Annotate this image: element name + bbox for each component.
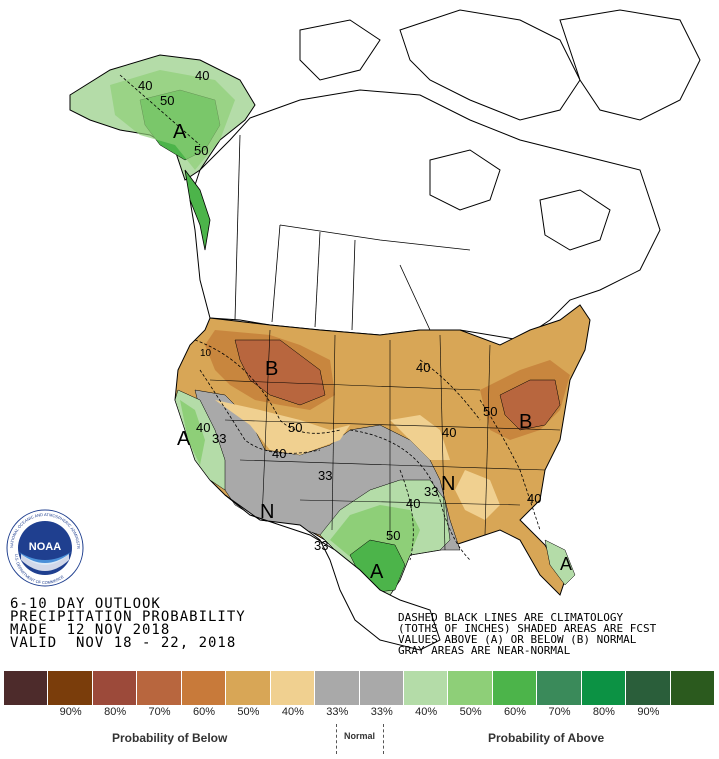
label-ne-50: 50	[483, 404, 497, 419]
legend-label: 33%	[370, 706, 393, 718]
legend-label: 70%	[548, 706, 571, 718]
climatology-lines	[119, 74, 541, 561]
noaa-logo: NOAA NATIONAL OCEANIC AND ATMOSPHERIC AD…	[5, 508, 84, 587]
canada-outline	[189, 9, 701, 341]
se-below-33	[455, 470, 500, 520]
label-west-A: A	[177, 428, 191, 450]
noaa-wordmark: NOAA	[29, 541, 61, 553]
legend-swatch	[670, 671, 715, 705]
legend-label: 50%	[459, 706, 482, 718]
ne-below-dark	[499, 379, 561, 431]
label-se-N: N	[441, 473, 455, 495]
alaska-panhandle	[184, 169, 211, 251]
province-lines	[234, 134, 471, 331]
legend-swatch	[448, 671, 493, 705]
legend-label: 60%	[192, 706, 215, 718]
legend-label-spacer	[4, 706, 48, 718]
legend-swatch	[4, 671, 49, 705]
legend-swatch	[492, 671, 538, 705]
legend-label: 60%	[504, 706, 527, 718]
note-line1: DASHED BLACK LINES ARE CLIMATOLOGY	[398, 611, 624, 624]
legend-swatch	[626, 671, 671, 705]
legend-swatch	[537, 671, 582, 705]
legend-label: 40%	[415, 706, 438, 718]
normal-caption: Normal	[344, 731, 376, 741]
label-ne-40: 40	[416, 360, 430, 375]
label-n-N: N	[260, 501, 274, 523]
notes-block: DASHED BLACK LINES ARE CLIMATOLOGY (TOTHS…	[398, 612, 656, 656]
legend-label: 90%	[59, 706, 82, 718]
label-west-33: 33	[212, 431, 226, 446]
label-se-33: 33	[424, 484, 438, 499]
legend-swatch	[226, 671, 271, 705]
label-nw-B: B	[265, 358, 278, 380]
legend-label-spacer	[671, 706, 715, 718]
legend-swatch	[137, 671, 182, 705]
label-cen-40: 40	[442, 425, 456, 440]
legend-swatch	[359, 671, 404, 705]
alaska-40-region	[110, 70, 235, 170]
label-fl-A: A	[560, 554, 572, 574]
legend-swatch	[92, 671, 138, 705]
label-sc-40: 40	[406, 496, 420, 511]
legend-labels: 90% 80% 70% 60% 50% 40% 33% 33% 40% 50% 60% 70% 80% 9…	[4, 706, 715, 718]
label-sw-33: 33	[314, 538, 328, 553]
label-alaska-40: 40	[195, 68, 209, 83]
precipitation-outlook-map: 40 40 50 A 50 B 10 A 40 33 50 40 33 N 40…	[69, 9, 701, 651]
note-line3: VALUES ABOVE (A) OR BELOW (B) NORMAL	[398, 633, 637, 646]
legend-swatch	[581, 671, 627, 705]
legend-swatch	[403, 671, 449, 705]
label-mid-50: 50	[288, 420, 302, 435]
legend-label: 80%	[592, 706, 615, 718]
header-line1: 6-10 DAY OUTLOOK	[10, 596, 161, 612]
label-sc-50: 50	[386, 528, 400, 543]
header-line2: PRECIPITATION PROBABILITY	[10, 609, 246, 625]
header-line4: VALID NOV 18 - 22, 2018	[10, 635, 237, 651]
label-nw-10: 10	[200, 348, 212, 359]
legend-swatch	[181, 671, 227, 705]
fl-above-region	[544, 539, 576, 586]
label-alaska-50b: 50	[194, 143, 208, 158]
legend-label: 40%	[281, 706, 304, 718]
legend-swatch	[270, 671, 316, 705]
below-caption: Probability of Below	[112, 731, 228, 745]
label-mid-40: 40	[272, 446, 286, 461]
west-above-inner	[180, 400, 205, 465]
nw-below-dark	[234, 339, 326, 406]
mexico-outline	[224, 494, 441, 651]
label-alaska-50: 50	[160, 93, 174, 108]
label-alaska-40b: 40	[138, 78, 152, 93]
normal-divider-right	[383, 724, 384, 754]
outlook-header: 6-10 DAY OUTLOOK PRECIPITATION PROBABILIT…	[10, 596, 246, 651]
legend-label: 70%	[148, 706, 171, 718]
color-legend	[4, 671, 715, 705]
note-line2: (TOTHS OF INCHES) SHADED AREAS ARE FCST	[398, 622, 657, 635]
label-ne-B: B	[519, 411, 532, 433]
legend-label: 90%	[637, 706, 660, 718]
label-west-40: 40	[196, 420, 210, 435]
legend-label: 50%	[237, 706, 260, 718]
normal-divider-left	[336, 724, 337, 754]
label-tx-A: A	[370, 561, 384, 583]
above-caption: Probability of Above	[488, 731, 605, 745]
label-se-40: 40	[527, 491, 541, 506]
label-mid-33: 33	[318, 468, 332, 483]
mid-below-33	[215, 400, 350, 455]
legend-swatch	[48, 671, 93, 705]
note-line4: GRAY AREAS ARE NEAR-NORMAL	[398, 644, 571, 657]
legend-label: 80%	[104, 706, 127, 718]
legend-label: 33%	[326, 706, 349, 718]
legend-swatch	[315, 671, 360, 705]
header-line3: MADE 12 NOV 2018	[10, 622, 171, 638]
label-alaska-A: A	[173, 121, 187, 143]
